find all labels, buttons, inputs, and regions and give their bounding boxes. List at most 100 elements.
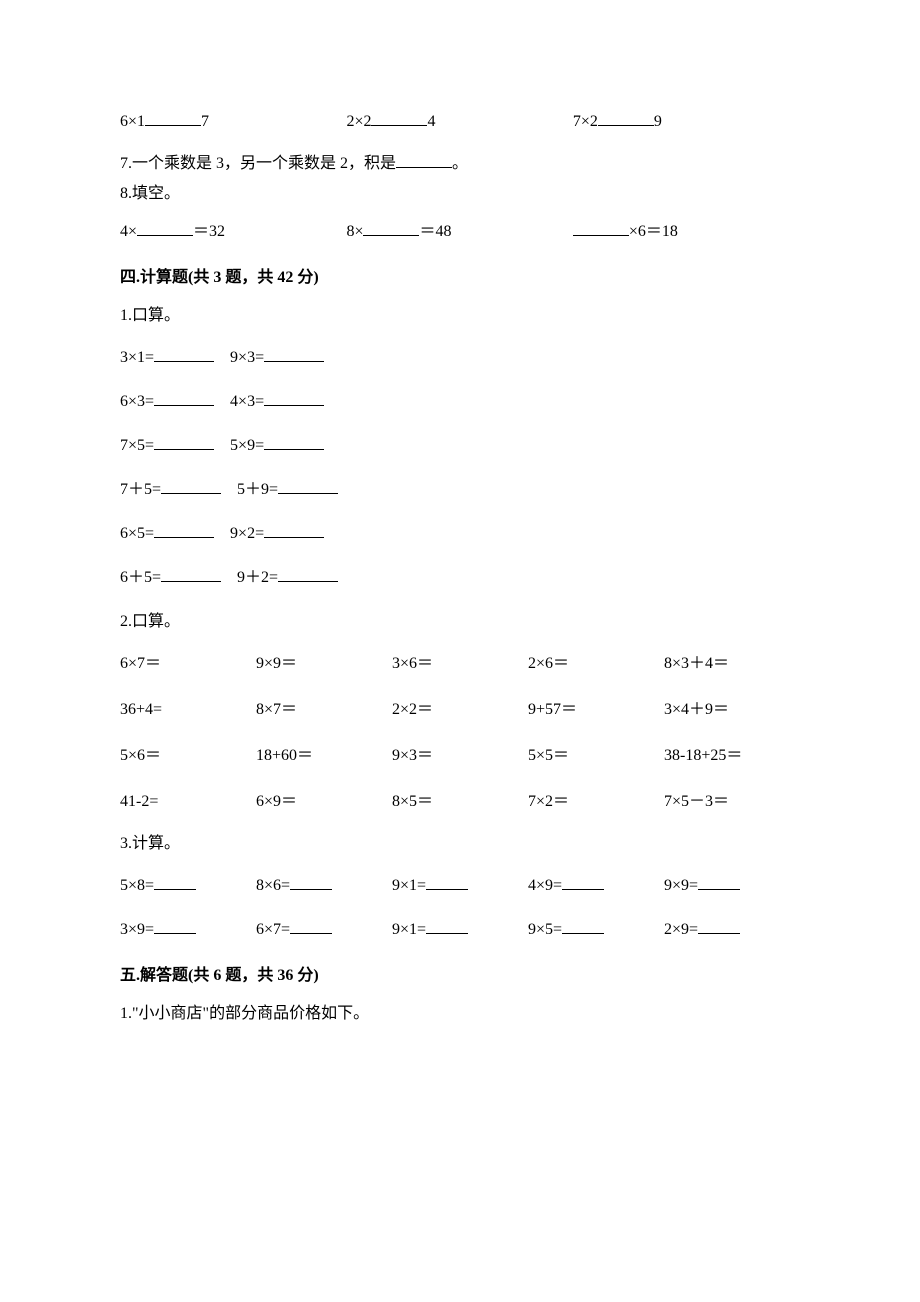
compare-rhs: 4 [427, 113, 435, 130]
blank [154, 390, 214, 406]
calc-cell: 2×6＝ [528, 652, 664, 676]
blank [154, 522, 214, 538]
calc-cell: 9×3= [230, 346, 324, 370]
calc-cell: 8×5＝ [392, 790, 528, 814]
blank [363, 220, 419, 236]
compare-lhs: 2×2 [346, 113, 371, 130]
blank [278, 566, 338, 582]
expr: 2×9= [664, 921, 698, 938]
expr: 6＋5= [120, 569, 161, 586]
calc-cell: 9×9＝ [256, 652, 392, 676]
calc-cell: 3×6＝ [392, 652, 528, 676]
sec5-q1: 1."小小商店"的部分商品价格如下。 [120, 1002, 800, 1026]
calc-row: 6×3= 4×3= [120, 390, 800, 414]
q8-item-1: 4×＝32 [120, 220, 346, 244]
calc-cell: 5×8= [120, 874, 256, 898]
calc-cell: 9×5= [528, 918, 664, 942]
expr: 4×9= [528, 877, 562, 894]
compare-item-1: 6×1 7 [120, 110, 346, 134]
calc-cell: 5＋9= [237, 478, 338, 502]
expr: 4×3= [230, 393, 264, 410]
blank [573, 220, 629, 236]
expr: 6×7= [256, 921, 290, 938]
q8-item-2: 8×＝48 [346, 220, 572, 244]
expr: 9×3= [230, 349, 264, 366]
calc-cell: 6×5= [120, 522, 214, 546]
sec4-q3-label: 3.计算。 [120, 832, 800, 856]
question-8-label: 8.填空。 [120, 182, 800, 206]
blank [698, 918, 740, 934]
sec4-q1-label: 1.口算。 [120, 304, 800, 328]
calc-cell: 18+60＝ [256, 744, 392, 768]
sec4-q3-grid: 5×8= 8×6= 9×1= 4×9= 9×9= 3×9= 6×7= 9×1= … [120, 874, 800, 942]
calc-cell: 2×2＝ [392, 698, 528, 722]
compare-rhs: 9 [654, 113, 662, 130]
calc-cell: 8×7＝ [256, 698, 392, 722]
calc-row: 6＋5= 9＋2= [120, 566, 800, 590]
q8-post: ×6＝18 [629, 223, 678, 240]
calc-row: 36+4= 8×7＝ 2×2＝ 9+57＝ 3×4＋9＝ [120, 698, 800, 722]
expr: 7＋5= [120, 481, 161, 498]
sec4-q2-label: 2.口算。 [120, 610, 800, 634]
calc-cell: 6＋5= [120, 566, 221, 590]
calc-cell: 5×9= [230, 434, 324, 458]
blank [290, 874, 332, 890]
expr: 9＋2= [237, 569, 278, 586]
calc-cell: 7×5= [120, 434, 214, 458]
calc-cell: 41-2= [120, 790, 256, 814]
blank [698, 874, 740, 890]
calc-cell: 9×9= [664, 874, 800, 898]
calc-row: 5×6＝ 18+60＝ 9×3＝ 5×5＝ 38-18+25＝ [120, 744, 800, 768]
expr: 9×9= [664, 877, 698, 894]
compare-rhs: 7 [201, 113, 209, 130]
sec4-q1-grid: 3×1= 9×3= 6×3= 4×3= 7×5= 5×9= 7＋5= 5＋9= … [120, 346, 800, 590]
q8-pre: 8× [346, 223, 363, 240]
calc-cell: 38-18+25＝ [664, 744, 800, 768]
blank [161, 478, 221, 494]
blank [264, 390, 324, 406]
calc-row: 3×1= 9×3= [120, 346, 800, 370]
expr: 5＋9= [237, 481, 278, 498]
calc-cell: 8×3＋4＝ [664, 652, 800, 676]
expr: 9×1= [392, 921, 426, 938]
blank [145, 110, 201, 126]
q7-text-b: 。 [452, 155, 468, 172]
calc-row: 6×7＝ 9×9＝ 3×6＝ 2×6＝ 8×3＋4＝ [120, 652, 800, 676]
expr: 6×5= [120, 525, 154, 542]
calc-cell: 9＋2= [237, 566, 338, 590]
expr: 9×2= [230, 525, 264, 542]
blank [154, 434, 214, 450]
calc-cell: 9×1= [392, 874, 528, 898]
blank [154, 874, 196, 890]
expr: 9×5= [528, 921, 562, 938]
blank [562, 874, 604, 890]
calc-cell: 4×9= [528, 874, 664, 898]
blank [371, 110, 427, 126]
compare-lhs: 7×2 [573, 113, 598, 130]
blank [154, 346, 214, 362]
expr: 3×1= [120, 349, 154, 366]
calc-cell: 6×7＝ [120, 652, 256, 676]
compare-item-3: 7×2 9 [573, 110, 799, 134]
expr: 9×1= [392, 877, 426, 894]
q8-post: ＝32 [193, 223, 225, 240]
blank [161, 566, 221, 582]
calc-cell: 6×3= [120, 390, 214, 414]
calc-cell: 3×4＋9＝ [664, 698, 800, 722]
calc-cell: 8×6= [256, 874, 392, 898]
blank [137, 220, 193, 236]
calc-cell: 7×5－3＝ [664, 790, 800, 814]
compare-row: 6×1 7 2×2 4 7×2 9 [120, 110, 800, 134]
calc-cell: 4×3= [230, 390, 324, 414]
calc-cell: 9×3＝ [392, 744, 528, 768]
calc-row: 5×8= 8×6= 9×1= 4×9= 9×9= [120, 874, 800, 898]
blank [278, 478, 338, 494]
expr: 8×6= [256, 877, 290, 894]
question-8-row: 4×＝32 8×＝48 ×6＝18 [120, 220, 800, 244]
sec4-q2-grid: 6×7＝ 9×9＝ 3×6＝ 2×6＝ 8×3＋4＝ 36+4= 8×7＝ 2×… [120, 652, 800, 814]
q8-item-3: ×6＝18 [573, 220, 799, 244]
blank [426, 874, 468, 890]
compare-lhs: 6×1 [120, 113, 145, 130]
blank [290, 918, 332, 934]
section-5-title: 五.解答题(共 6 题，共 36 分) [120, 964, 800, 988]
